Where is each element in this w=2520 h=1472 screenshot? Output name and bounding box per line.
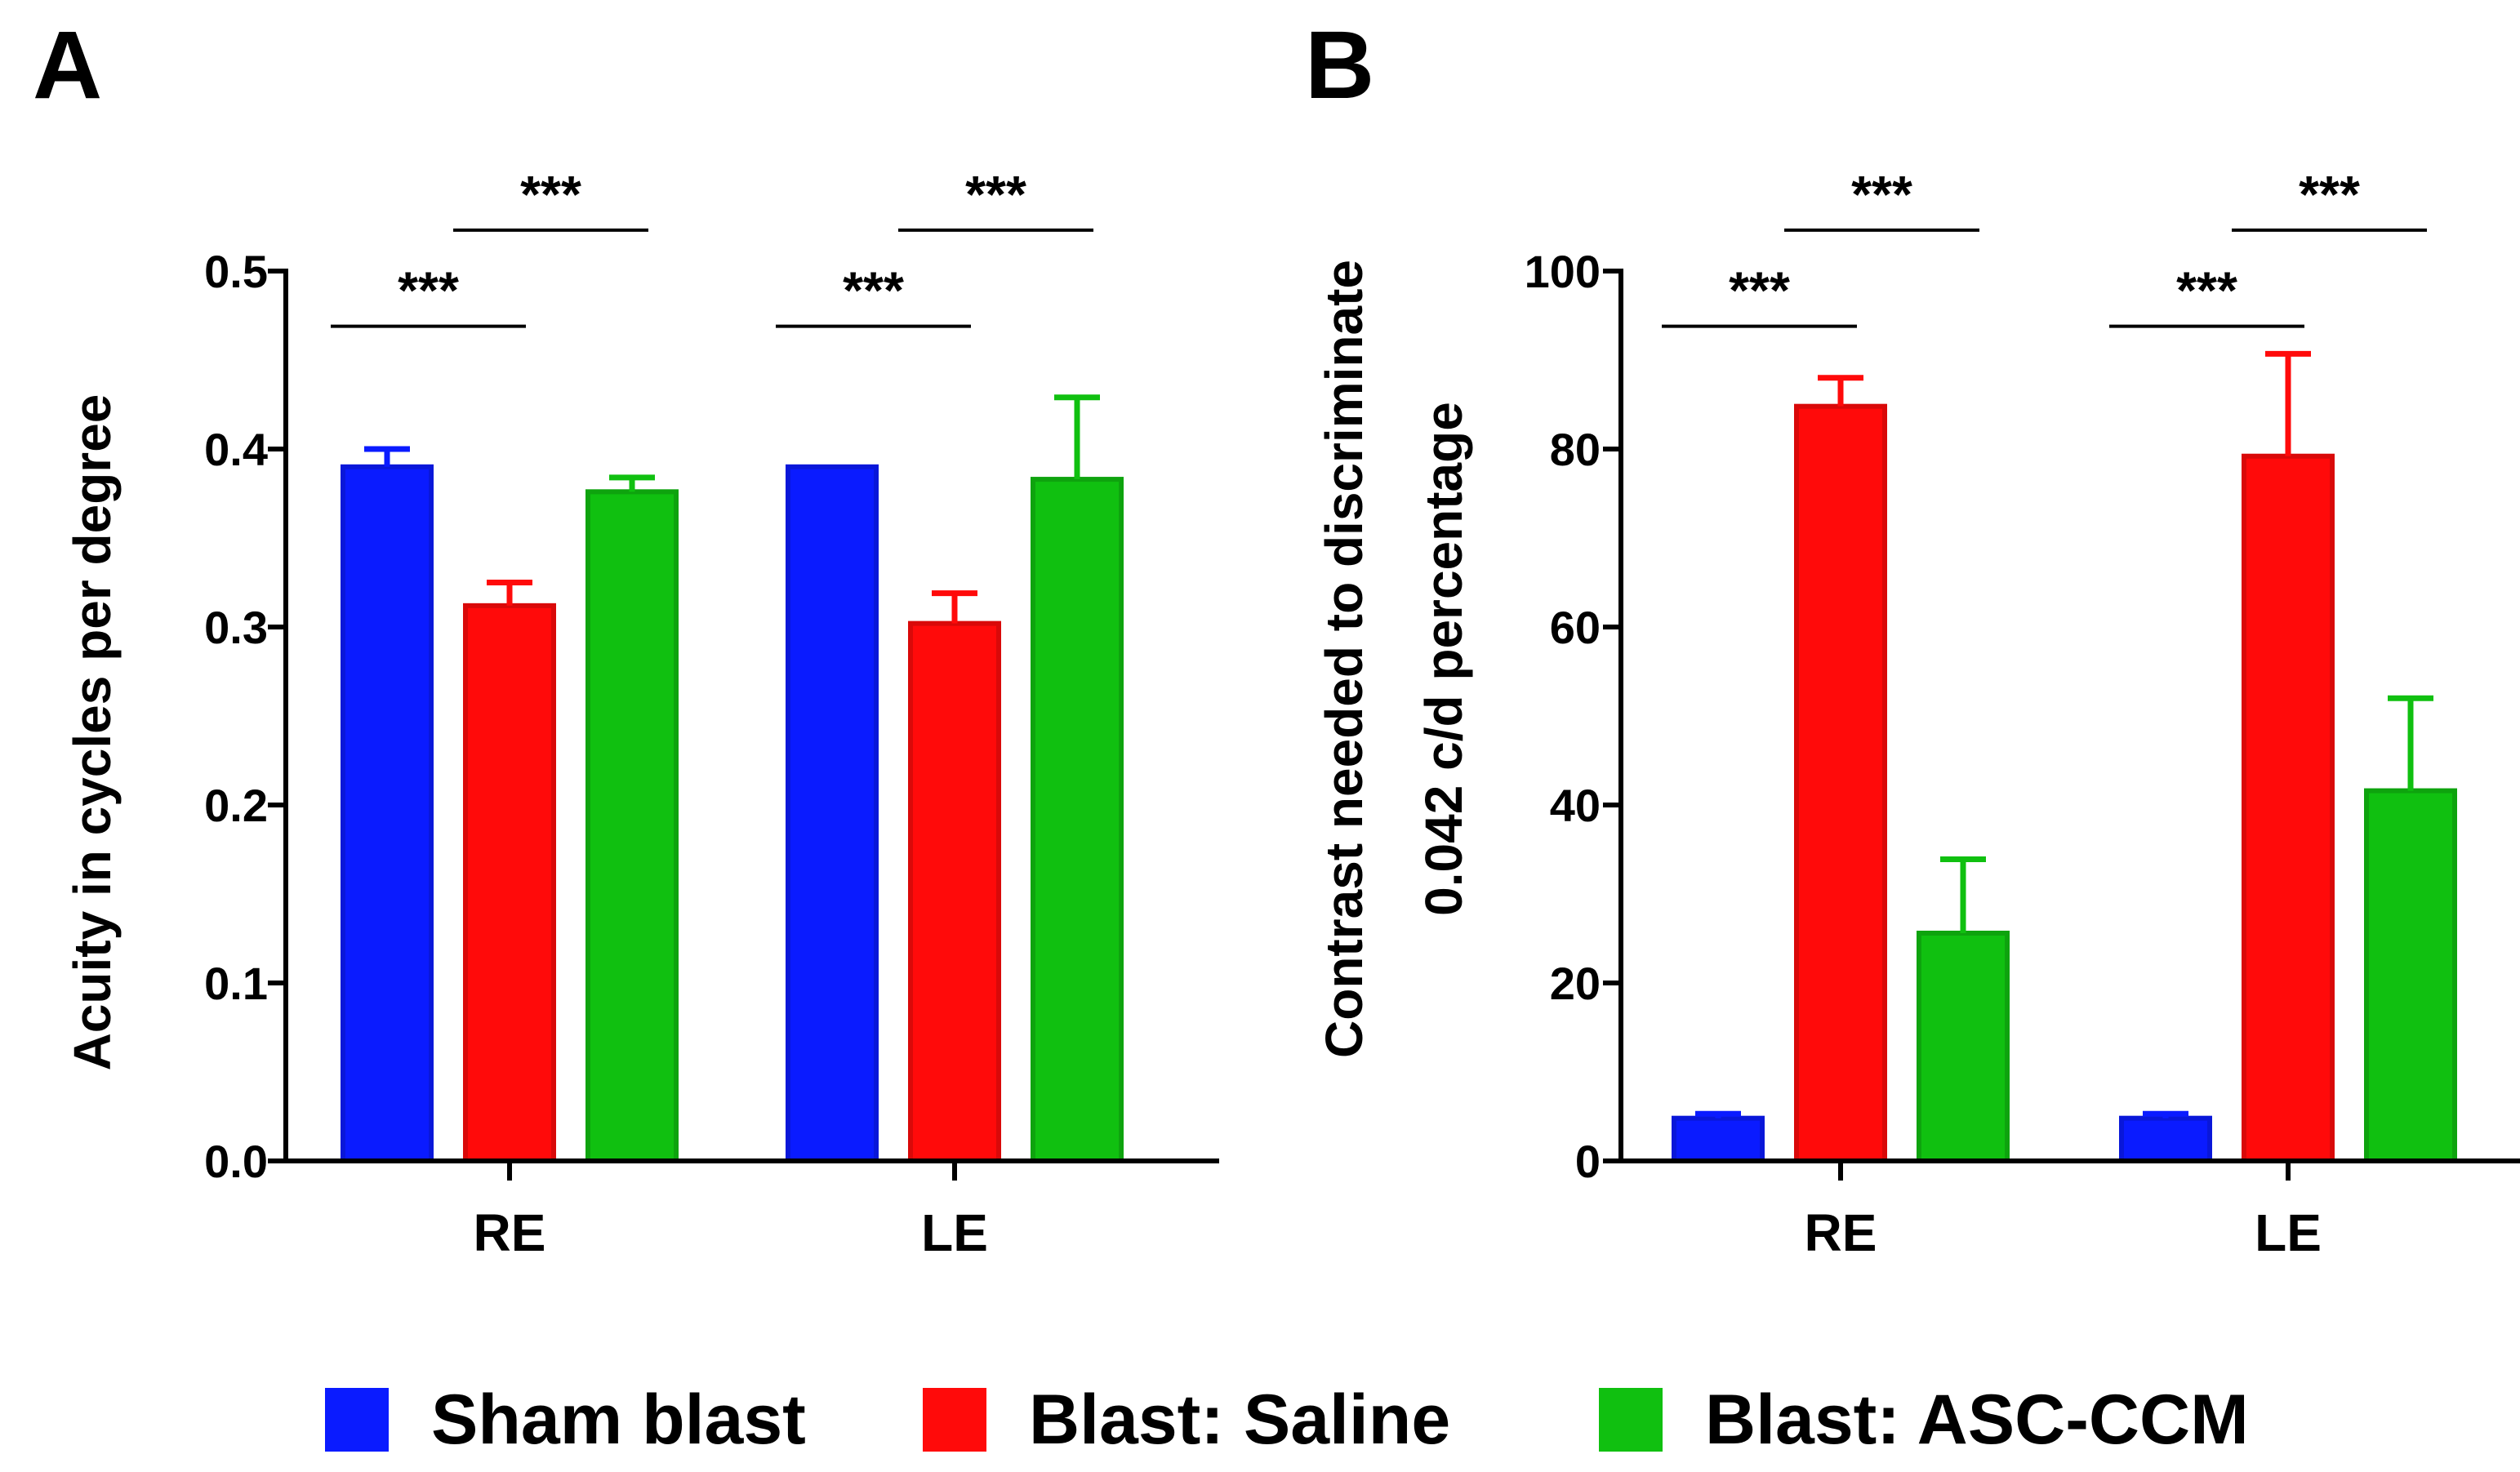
bar-le-1 bbox=[2119, 1115, 2212, 1164]
y-tick-label: 0.2 bbox=[204, 780, 268, 831]
bar-le-2 bbox=[2242, 453, 2335, 1163]
significance-label: *** bbox=[520, 165, 581, 224]
y-tick-label: 80 bbox=[1550, 424, 1601, 475]
bar-re-2 bbox=[463, 603, 556, 1163]
y-tick-label: 0.5 bbox=[204, 246, 268, 297]
legend-label: Blast: ASC-CCM bbox=[1705, 1381, 2249, 1459]
bar-re-1 bbox=[341, 464, 434, 1163]
significance-label: *** bbox=[1729, 261, 1790, 320]
y-tick-label: 0.4 bbox=[204, 424, 268, 475]
bar-le-3 bbox=[1031, 477, 1124, 1163]
panel-a: A 0.0 0.1 0.2 0.3 0.4 0.5 RE LE Acuity in cycles … bbox=[33, 11, 1219, 1262]
y-axis-title: Acuity in cycles per degree bbox=[63, 394, 122, 1071]
y-tick-label: 0 bbox=[1575, 1136, 1601, 1187]
panel-label: B bbox=[1305, 11, 1374, 119]
bar-re-1 bbox=[1672, 1115, 1765, 1164]
significance-label: *** bbox=[843, 261, 904, 320]
y-tick-label: 0.0 bbox=[204, 1136, 268, 1187]
bar-le-3 bbox=[2364, 788, 2457, 1163]
legend-swatch bbox=[1599, 1388, 1663, 1452]
x-tick-label: LE bbox=[921, 1203, 988, 1262]
y-tick-label: 100 bbox=[1525, 246, 1601, 297]
bar-re-2 bbox=[1794, 403, 1887, 1163]
legend-label: Sham blast bbox=[431, 1381, 806, 1459]
y-tick-label: 0.3 bbox=[204, 602, 268, 653]
bar-le-1 bbox=[786, 464, 879, 1163]
bar-re-3 bbox=[1917, 930, 2010, 1163]
significance-label: *** bbox=[2299, 165, 2360, 224]
legend-label: Blast: Saline bbox=[1029, 1381, 1450, 1459]
x-tick-label: RE bbox=[474, 1203, 546, 1262]
y-tick-label: 0.1 bbox=[204, 958, 268, 1009]
bar-le-2 bbox=[908, 620, 1001, 1163]
y-tick-label: 20 bbox=[1550, 958, 1601, 1009]
significance-label: *** bbox=[1851, 165, 1912, 224]
y-tick-label: 40 bbox=[1550, 780, 1601, 831]
legend: Sham blast Blast: Saline Blast: ASC-CCM bbox=[325, 1381, 2249, 1459]
significance-label: *** bbox=[965, 165, 1026, 224]
bar-re-3 bbox=[585, 489, 679, 1163]
legend-swatch bbox=[325, 1388, 389, 1452]
x-tick-label: LE bbox=[2255, 1203, 2322, 1262]
legend-swatch bbox=[923, 1388, 986, 1452]
significance-label: *** bbox=[398, 261, 459, 320]
y-axis-title: Contrast needed to discriminate bbox=[1315, 260, 1374, 1058]
x-tick-label: RE bbox=[1805, 1203, 1877, 1262]
panel-b: B 0 20 40 60 80 100 RE LE Contrast needed to disc… bbox=[1305, 11, 2520, 1262]
panel-label: A bbox=[33, 11, 102, 119]
y-axis-title: 0.042 c/d percentage bbox=[1414, 402, 1473, 916]
significance-label: *** bbox=[2176, 261, 2237, 320]
y-tick-label: 60 bbox=[1550, 602, 1601, 653]
